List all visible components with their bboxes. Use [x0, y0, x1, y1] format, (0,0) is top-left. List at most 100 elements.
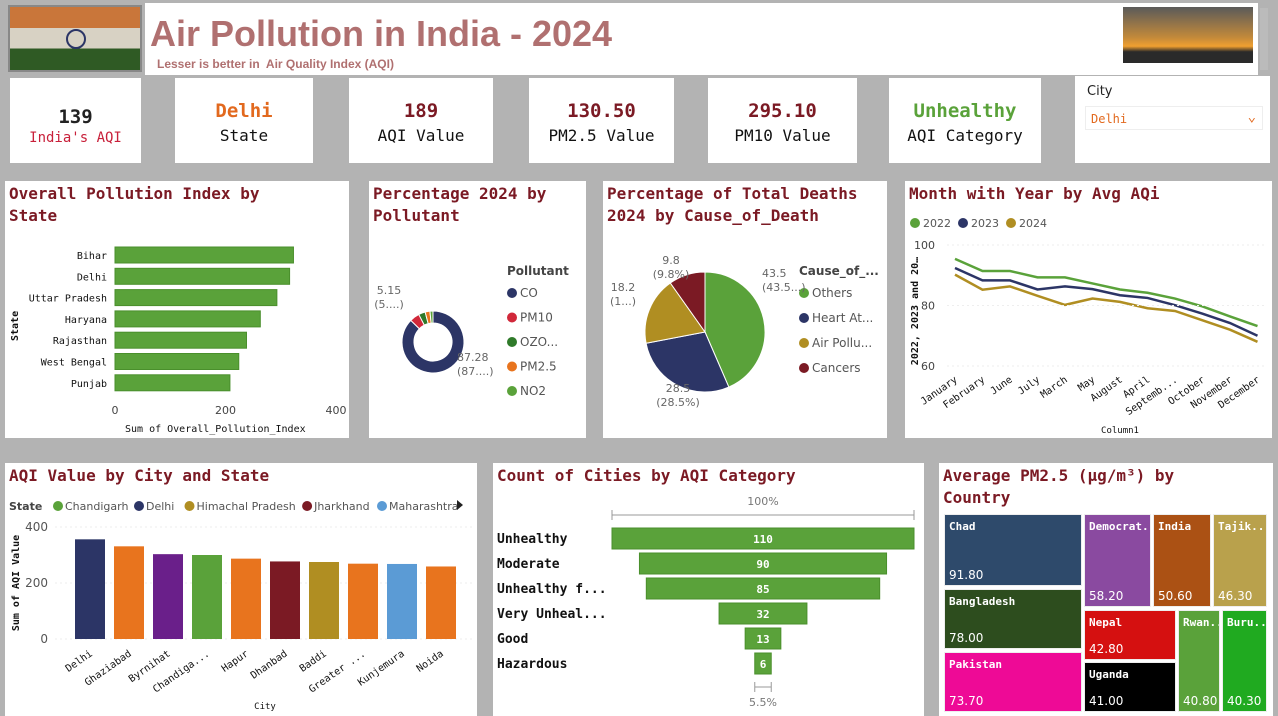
treemap-tile[interactable]: India 50.60 — [1153, 514, 1211, 607]
bar — [192, 555, 222, 639]
bottom-percent-label: 5.5% — [749, 696, 777, 709]
category-label: Haryana — [65, 315, 107, 326]
legend-label: Chandigarh — [65, 500, 128, 513]
funnel-bar — [718, 602, 808, 625]
kpi-value: 295.10 — [748, 100, 817, 122]
data-label: (5....) — [374, 298, 404, 311]
category-label: Rajasthan — [53, 336, 107, 347]
category-label: Hazardous — [497, 657, 567, 672]
chart-title: Count of Cities by AQI Category — [497, 466, 796, 485]
tick-label: 400 — [25, 520, 48, 534]
legend-marker — [134, 501, 144, 511]
legend-label: Cancers — [812, 361, 861, 375]
data-label: 18.2 — [611, 281, 636, 294]
data-label: 9.8 — [662, 254, 680, 267]
kpi-value: Delhi — [215, 100, 273, 122]
tile-value: 58.20 — [1089, 589, 1124, 603]
treemap-tile[interactable]: Tajik... 46.30 — [1213, 514, 1267, 607]
scrollbar[interactable] — [1260, 8, 1268, 70]
category-label: Moderate — [497, 557, 560, 572]
tile-value: 46.30 — [1218, 589, 1253, 603]
x-axis-title: City — [254, 702, 276, 712]
category-label: Uttar Pradesh — [29, 294, 107, 305]
tile-name: Pakistan — [949, 658, 1002, 671]
x-tick-label: July — [1016, 374, 1042, 397]
chart-title: Percentage of Total Deaths 2024 by Cause… — [607, 184, 858, 225]
data-label: 87.28 — [457, 351, 489, 364]
legend-next-arrow-icon[interactable] — [457, 500, 463, 510]
monthly-aqi-line-chart: Month with Year by Avg AQi 2022 2023 2024 10… — [905, 181, 1272, 438]
tile-name: Buru... — [1227, 616, 1266, 629]
legend-marker — [53, 501, 63, 511]
bar — [426, 566, 456, 639]
bar — [270, 561, 300, 639]
data-label: (1...) — [610, 295, 636, 308]
category-label: Unhealthy — [497, 532, 568, 547]
legend-marker — [1006, 218, 1016, 228]
factory-smoke-image — [1123, 7, 1253, 63]
series-line-2023 — [954, 266, 1259, 337]
kpi-label: PM10 Value — [734, 126, 831, 145]
funnel-bar — [638, 552, 888, 575]
chart-title: Percentage 2024 by Pollutant — [373, 184, 547, 225]
tick-label: 200 — [25, 576, 48, 590]
treemap-tile[interactable]: Democrat... 58.20 — [1084, 514, 1151, 607]
treemap-tile[interactable]: Uganda 41.00 — [1084, 662, 1176, 712]
tick-label: 200 — [215, 404, 236, 417]
funnel-bar — [744, 627, 782, 650]
city-dropdown-value: Delhi — [1091, 112, 1128, 126]
legend-label: 2022 — [923, 217, 951, 230]
legend-marker — [799, 288, 809, 298]
legend-marker — [184, 501, 195, 511]
treemap-tile[interactable]: Buru... 40.30 — [1222, 610, 1267, 712]
x-tick-label: Baddi — [298, 648, 329, 674]
funnel-value: 32 — [756, 608, 769, 621]
funnel-value: 13 — [756, 633, 769, 646]
tile-value: 40.30 — [1227, 694, 1262, 708]
y-axis-title: State — [10, 311, 21, 341]
slicer-label: City — [1087, 84, 1113, 99]
x-tick-label: Hapur — [220, 648, 251, 674]
tick-label: 80 — [921, 300, 935, 313]
kpi-label: AQI Value — [377, 126, 465, 145]
legend-marker — [799, 363, 809, 373]
bar — [114, 374, 231, 392]
treemap-tile[interactable]: Nepal 42.80 — [1084, 610, 1176, 660]
treemap-tile[interactable]: Pakistan 73.70 — [944, 652, 1082, 712]
chevron-down-icon: ⌄ — [1247, 109, 1256, 125]
kpi-label: State — [219, 126, 269, 145]
kpi-card: 189 AQI Value — [349, 78, 493, 163]
city-slicer: City Delhi ⌄ — [1075, 76, 1270, 163]
tick-label: 100 — [914, 239, 935, 252]
bar — [348, 563, 378, 639]
chart-title: Average PM2.5 (µg/m³) by Country — [943, 466, 1175, 507]
kpi-card: Delhi State — [175, 78, 313, 163]
pie-slice — [669, 271, 706, 334]
legend-marker — [507, 337, 517, 347]
city-dropdown[interactable]: Delhi ⌄ — [1085, 106, 1263, 130]
data-label: 5.15 — [377, 284, 402, 297]
treemap-tile[interactable]: Rwan... 40.80 — [1178, 610, 1220, 712]
legend-label: PM10 — [520, 311, 553, 325]
treemap-tile[interactable]: Chad 91.80 — [944, 514, 1082, 586]
bar — [114, 546, 144, 639]
funnel-bar — [645, 577, 881, 600]
y-axis-title: Sum of AQI Value — [11, 535, 22, 631]
category-label: Delhi — [77, 272, 107, 283]
kpi-value: 130.50 — [567, 100, 636, 122]
kpi-card: Unhealthy AQI Category — [889, 78, 1041, 163]
legend-marker — [507, 361, 517, 372]
pm25-country-treemap: Average PM2.5 (µg/m³) by Country Chad 91.8… — [939, 463, 1273, 716]
kpi-value: 189 — [403, 100, 439, 122]
y-axis-title: 2022, 2023 and 20… — [910, 257, 921, 365]
x-axis-title: Sum of Overall_Pollution_Index — [125, 424, 306, 435]
category-label: Good — [497, 632, 528, 647]
tile-value: 91.80 — [949, 568, 984, 582]
tile-name: Tajik... — [1218, 520, 1265, 533]
tile-value: 42.80 — [1089, 642, 1124, 656]
tile-value: 41.00 — [1089, 694, 1124, 708]
legend-marker — [302, 501, 313, 511]
bar — [114, 331, 247, 349]
legend-label: Himachal Pradesh — [197, 500, 296, 513]
treemap-tile[interactable]: Bangladesh 78.00 — [944, 589, 1082, 649]
